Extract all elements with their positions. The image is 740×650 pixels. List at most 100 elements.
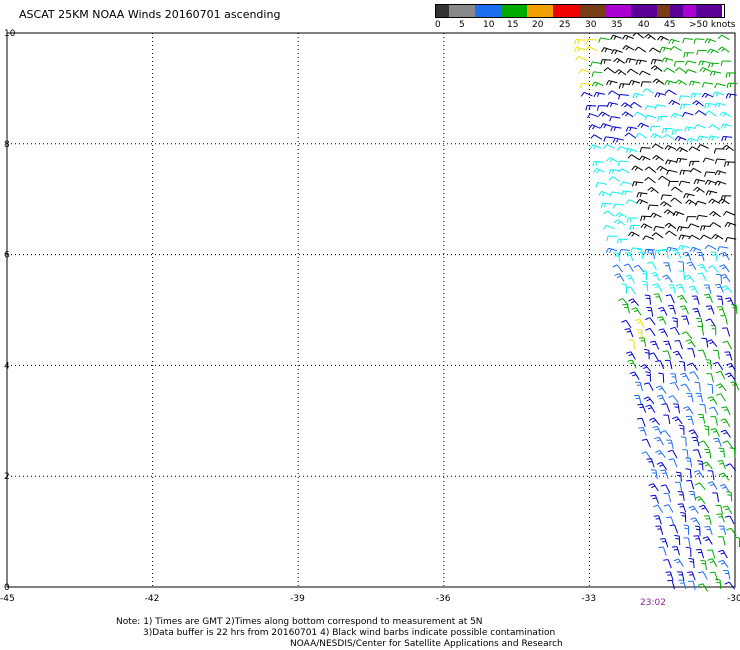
wind-barb xyxy=(715,393,727,402)
wind-barb xyxy=(710,416,718,426)
wind-barb xyxy=(677,245,690,251)
wind-barb xyxy=(674,340,683,350)
wind-barb xyxy=(712,349,720,360)
wind-barb xyxy=(678,579,687,589)
wind-barb xyxy=(655,525,664,535)
wind-barb xyxy=(680,372,690,382)
wind-barb xyxy=(658,306,668,316)
wind-barb xyxy=(635,381,643,392)
wind-barb xyxy=(662,274,673,283)
wind-barb xyxy=(722,440,734,449)
wind-barb xyxy=(596,105,608,111)
wind-barb xyxy=(668,180,679,187)
wind-barb xyxy=(580,91,593,97)
wind-barb xyxy=(610,34,622,40)
wind-barb xyxy=(618,94,629,100)
wind-barb xyxy=(694,525,701,536)
wind-barb xyxy=(665,571,674,581)
wind-barb xyxy=(625,147,638,154)
wind-barb xyxy=(725,93,737,99)
wind-barb xyxy=(649,125,661,132)
wind-barb xyxy=(722,505,733,515)
wind-barb xyxy=(673,61,685,67)
wind-barb xyxy=(667,449,678,459)
wind-barb xyxy=(650,59,662,65)
wind-barb xyxy=(601,47,613,53)
wind-barb xyxy=(696,548,705,559)
wind-barb xyxy=(704,244,717,250)
wind-barb xyxy=(708,135,720,141)
wind-barb xyxy=(710,324,717,336)
wind-barb xyxy=(629,371,640,380)
wind-barb xyxy=(586,39,597,45)
wind-barb xyxy=(627,359,637,369)
wind-barb xyxy=(715,578,722,589)
wind-barb xyxy=(650,469,658,480)
wind-barb xyxy=(689,246,702,252)
wind-barb xyxy=(687,348,696,358)
wind-barb xyxy=(663,559,672,569)
wind-barb xyxy=(691,295,700,305)
wind-barb xyxy=(715,370,726,380)
color-scale-swatches xyxy=(435,4,725,18)
wind-barb xyxy=(692,449,702,459)
wind-barb xyxy=(640,81,652,87)
wind-barb xyxy=(653,515,662,525)
wind-barb xyxy=(654,436,664,446)
latitude-label: 10 xyxy=(4,29,16,39)
wind-barb xyxy=(668,38,680,44)
wind-barb xyxy=(684,69,697,75)
note-line-3: NOAA/NESDIS/Center for Satellite Applica… xyxy=(290,639,563,649)
scale-swatch xyxy=(488,5,514,17)
wind-barb xyxy=(688,80,701,86)
wind-barb xyxy=(720,429,731,438)
wind-barb xyxy=(608,176,621,182)
wind-barb xyxy=(724,351,733,361)
wind-barb xyxy=(647,186,659,194)
wind-barb xyxy=(685,199,697,205)
wind-barb xyxy=(700,559,707,570)
scale-label-20: 20 xyxy=(532,20,544,30)
wind-barb xyxy=(658,546,667,556)
wind-barb xyxy=(635,59,647,65)
wind-barb xyxy=(664,79,676,86)
wind-barb xyxy=(707,383,714,394)
wind-barb xyxy=(714,283,724,293)
wind-barb xyxy=(699,504,710,513)
wind-barb xyxy=(587,113,599,119)
wind-barb xyxy=(686,415,694,426)
wind-barb xyxy=(640,223,653,229)
wind-barb xyxy=(694,495,706,504)
scale-swatch xyxy=(462,5,488,17)
wind-barb xyxy=(644,105,656,111)
wind-barb xyxy=(686,480,695,490)
wind-barb xyxy=(628,80,641,86)
wind-barb xyxy=(618,248,630,255)
latitude-label: 4 xyxy=(4,361,10,371)
wind-barb xyxy=(726,527,737,536)
wind-barb xyxy=(718,525,727,535)
wind-barb xyxy=(590,61,602,67)
scale-label-5: 5 xyxy=(459,20,465,30)
wind-barb xyxy=(603,224,615,230)
wind-barb xyxy=(679,360,686,372)
wind-barb xyxy=(644,33,656,41)
wind-barb xyxy=(666,169,678,175)
wind-barb xyxy=(719,264,730,273)
wind-barb xyxy=(662,350,672,360)
scale-swatch xyxy=(566,5,592,17)
wind-barb xyxy=(696,49,708,56)
wind-barb xyxy=(655,385,667,394)
wind-barb xyxy=(665,294,675,304)
wind-barb xyxy=(658,175,670,182)
wind-barb xyxy=(685,468,692,479)
wind-barb xyxy=(656,394,667,404)
wind-barb xyxy=(688,557,695,569)
wind-barb xyxy=(658,372,665,383)
wind-barb xyxy=(660,484,671,494)
wind-barb xyxy=(690,93,702,99)
wind-barb xyxy=(665,246,678,253)
scale-label-10: 10 xyxy=(483,20,495,30)
wind-barb xyxy=(671,129,683,135)
